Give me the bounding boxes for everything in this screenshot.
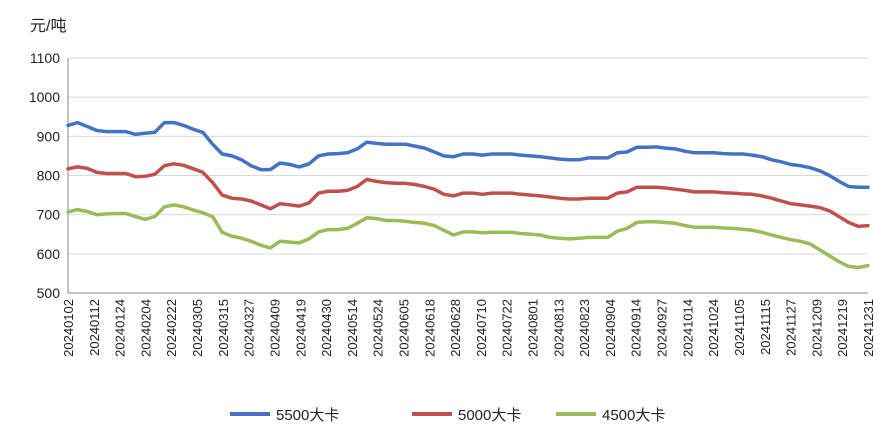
x-tick-label: 20240618 [422,299,437,357]
series-lines [66,120,870,270]
y-tick-label: 600 [37,246,61,262]
x-tick-label: 20241127 [784,299,799,356]
x-tick-label: 20241024 [706,299,721,357]
x-tick-label: 20240430 [319,299,334,357]
x-tick-label: 20240722 [500,299,515,357]
legend: 5500大卡 5000大卡 4500大卡 [230,407,665,424]
x-tick-label: 20240823 [577,299,592,357]
x-tick-label: 20241105 [732,299,747,356]
x-tick-label: 20240409 [267,299,282,357]
y-tick-label: 800 [37,168,61,184]
y-unit-label: 元/吨 [30,17,66,35]
y-axis-ticks: 500 600 700 800 900 1000 1100 [29,50,60,301]
x-tick-label: 20240710 [474,299,489,357]
y-tick-label: 1000 [29,89,60,105]
x-tick-label: 20240419 [293,299,308,357]
x-tick-label: 20240112 [87,299,102,356]
x-tick-label: 20240524 [371,299,386,357]
x-tick-label: 20240628 [448,299,463,357]
series-line-2 [66,203,870,270]
x-tick-label: 20240801 [526,299,541,357]
x-tick-label: 20240813 [551,299,566,357]
x-tick-label: 20240914 [629,299,644,357]
x-tick-label: 20241219 [835,299,850,357]
x-tick-label: 20240327 [242,299,257,357]
x-tick-label: 20240315 [216,299,231,357]
legend-label-2: 4500大卡 [602,407,665,424]
x-tick-label: 20241231 [861,299,876,357]
x-tick-label: 20240222 [164,299,179,357]
gridlines [67,57,868,294]
legend-label-0: 5500大卡 [276,407,339,424]
x-tick-label: 20240927 [655,299,670,357]
x-tick-label: 20240904 [603,299,618,357]
x-tick-label: 20240204 [138,299,153,357]
legend-label-1: 5000大卡 [458,407,521,424]
x-tick-label: 20240514 [345,299,360,357]
x-tick-label: 20240102 [61,299,76,357]
x-tick-label: 20240124 [113,299,128,357]
x-tick-label: 20240305 [190,299,205,357]
x-tick-label: 20241209 [809,299,824,357]
x-tick-label: 20240605 [396,299,411,357]
y-tick-label: 500 [37,285,61,301]
series-line-0 [66,120,870,190]
x-axis-ticks: 20240102 20240112 20240124 20240204 20240222… [61,299,876,357]
series-line-1 [66,162,870,229]
y-tick-label: 1100 [30,50,60,66]
x-tick-label: 20241115 [758,299,773,355]
y-tick-label: 700 [37,207,61,223]
y-tick-label: 900 [37,128,61,144]
x-tick-label: 20241014 [680,299,695,357]
